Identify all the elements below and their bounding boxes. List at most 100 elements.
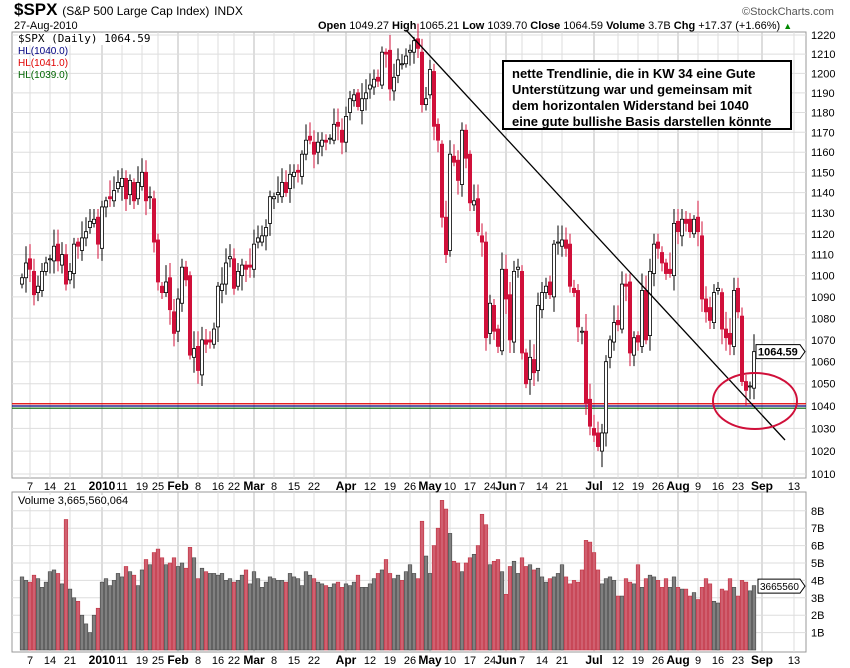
exchange: INDX [214, 4, 243, 18]
volume-bar [491, 560, 497, 651]
volume-bar [51, 569, 57, 651]
volume-bar [383, 559, 389, 651]
candle-body [92, 218, 97, 224]
x-tick-label: 7 [27, 481, 33, 493]
volume-bar [495, 559, 501, 651]
x-tick-label: 8 [195, 481, 201, 493]
candle-body [507, 294, 512, 341]
volume-bar [547, 578, 553, 651]
volume-bar [699, 587, 705, 651]
candle-body [143, 171, 148, 202]
volume-bar [179, 562, 185, 651]
volume-bar [103, 578, 109, 651]
volume-bar [367, 583, 373, 651]
x-tick-label: 21 [556, 481, 568, 493]
volume-bar [671, 576, 677, 651]
x-tick-label: Aug [666, 653, 689, 667]
candlestick [187, 271, 192, 360]
volume-bar [335, 581, 341, 651]
annotation-line: Unterstützung war und gemeinsam mit [512, 82, 752, 97]
last-price-label: 1064.59 [758, 347, 798, 359]
candlestick [23, 246, 28, 293]
candlestick [516, 258, 521, 278]
candle-body [516, 266, 521, 270]
candlestick [528, 339, 533, 395]
volume-bar [559, 564, 565, 651]
candlestick [628, 273, 633, 367]
volume-bar [139, 569, 145, 651]
candlestick [163, 265, 168, 297]
volume-bar [575, 581, 581, 651]
volume-bar [299, 585, 305, 651]
volume-bar [675, 587, 681, 651]
x-tick-label: 26 [404, 481, 416, 493]
candle-body [175, 298, 180, 332]
candlestick [219, 267, 224, 304]
volume-bar [371, 578, 377, 651]
x-tick-label: 21 [64, 481, 76, 493]
candlestick [279, 168, 284, 203]
candlestick [391, 63, 396, 101]
candle-body [692, 218, 697, 235]
candle-body [155, 239, 160, 283]
volume-bar [187, 547, 193, 651]
volume-bar [323, 585, 329, 651]
volume-bar [631, 583, 637, 651]
y-tick-label: 1050 [811, 379, 835, 391]
candlestick [636, 331, 641, 351]
volume-bar [123, 566, 129, 651]
candlestick [96, 208, 101, 259]
x-tick-label: 26 [404, 655, 416, 667]
volume-bar [627, 581, 633, 651]
candlestick [271, 192, 276, 209]
volume-bar [267, 576, 273, 651]
candlestick [459, 122, 464, 197]
x-tick-label: Aug [666, 479, 689, 493]
volume-bar [727, 578, 733, 651]
candlestick [596, 421, 601, 452]
candlestick [299, 150, 304, 185]
candle-body [56, 243, 61, 262]
x-tick-label: 19 [136, 481, 148, 493]
volume-bar [459, 571, 465, 651]
candlestick [512, 260, 517, 353]
candlestick [223, 248, 228, 295]
close-label: Close [530, 20, 561, 32]
candlestick [283, 170, 288, 197]
candlestick [64, 244, 69, 291]
x-tick-label: 16 [712, 655, 724, 667]
candlestick [748, 381, 753, 400]
candlestick [343, 106, 348, 153]
candle-body [247, 264, 252, 268]
candle-body [72, 243, 77, 274]
candle-body [76, 241, 81, 247]
volume-tick-label: 6B [811, 541, 824, 553]
candlestick [572, 279, 577, 297]
candlestick [447, 140, 452, 257]
candlestick [632, 331, 637, 367]
candlestick [604, 355, 609, 447]
volume-bar [83, 623, 89, 651]
volume-bar [163, 564, 169, 651]
candle-body [147, 196, 152, 199]
candle-body [387, 49, 392, 90]
candle-body [151, 198, 156, 243]
x-tick-label: May [418, 479, 442, 493]
volume-bar [703, 578, 709, 651]
volume-bar [331, 583, 337, 651]
candlestick [27, 244, 32, 282]
candlestick [211, 322, 216, 349]
candle-body [708, 307, 713, 321]
candle-body [104, 200, 109, 208]
volume-bar [587, 541, 593, 651]
candlestick [295, 164, 300, 183]
candlestick [656, 233, 661, 259]
candlestick [127, 174, 132, 205]
volume-tick-label: 2B [811, 610, 824, 622]
candle-body [100, 206, 105, 249]
candle-body [183, 266, 188, 281]
candlestick [439, 140, 444, 228]
x-tick-label: 13 [788, 481, 800, 493]
chart-date: 27-Aug-2010 [14, 20, 78, 32]
volume-tick-label: 7B [811, 523, 824, 535]
